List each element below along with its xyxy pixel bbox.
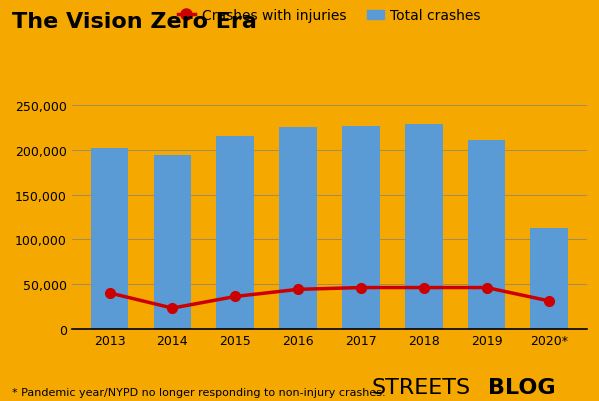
Bar bbox=[153, 156, 191, 329]
Bar bbox=[405, 125, 443, 329]
Bar bbox=[468, 141, 506, 329]
Text: * Pandemic year/NYPD no longer responding to non-injury crashes.: * Pandemic year/NYPD no longer respondin… bbox=[12, 387, 386, 397]
Text: The Vision Zero Era: The Vision Zero Era bbox=[12, 12, 257, 32]
Text: BLOG: BLOG bbox=[488, 377, 556, 397]
Bar bbox=[342, 127, 380, 329]
Bar bbox=[279, 128, 317, 329]
Legend: Crashes with injuries, Total crashes: Crashes with injuries, Total crashes bbox=[173, 4, 486, 29]
Text: STREETS: STREETS bbox=[371, 377, 470, 397]
Bar bbox=[90, 149, 128, 329]
Bar bbox=[531, 228, 568, 329]
Bar bbox=[216, 136, 254, 329]
